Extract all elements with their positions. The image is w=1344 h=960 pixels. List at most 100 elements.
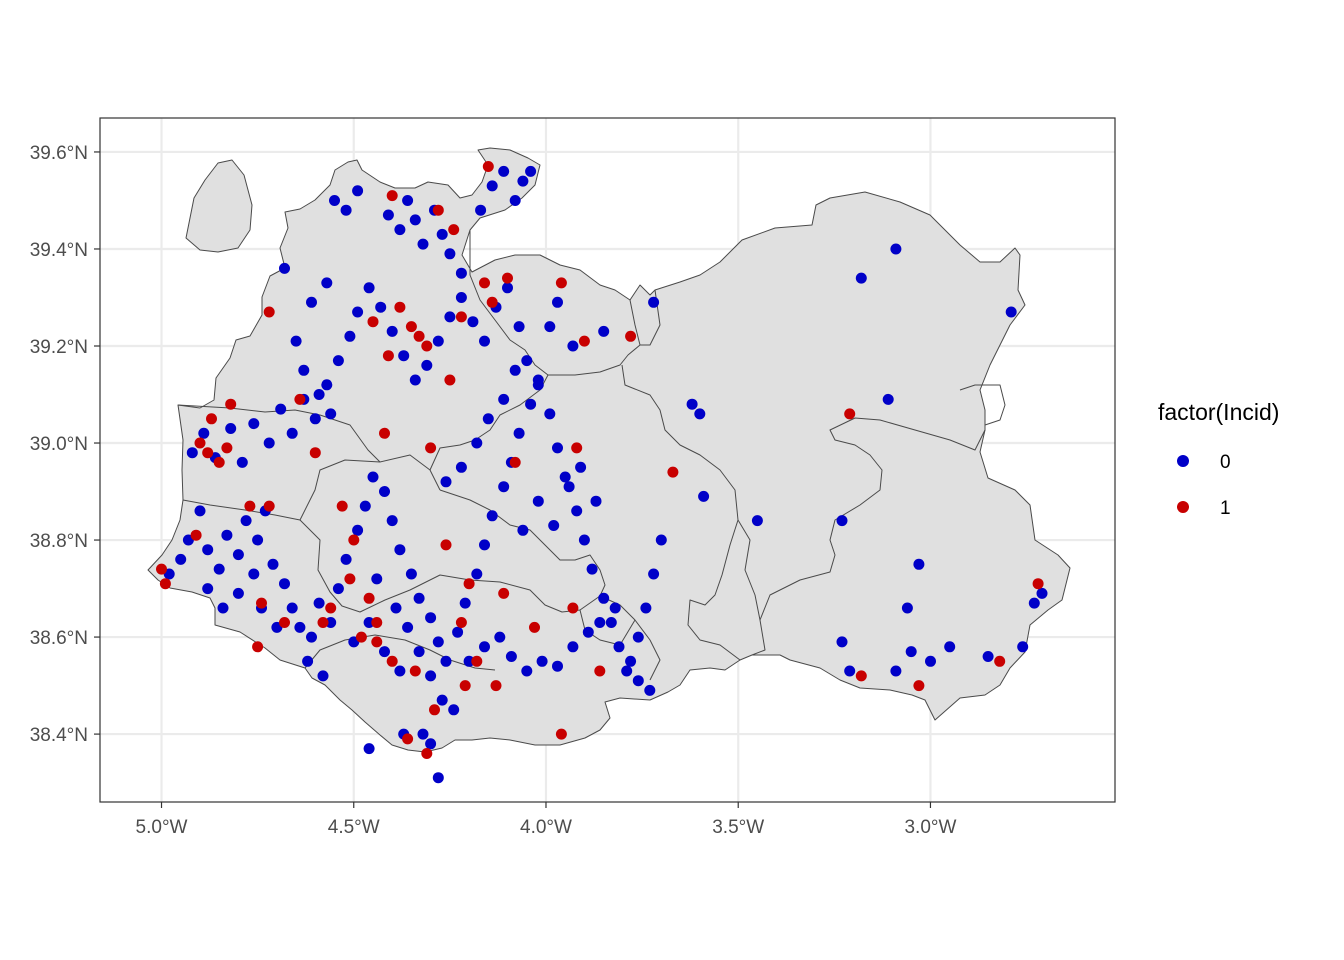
incident-point-0 bbox=[498, 393, 510, 405]
incident-point-0 bbox=[432, 772, 444, 784]
incident-point-0 bbox=[482, 413, 494, 425]
incident-point-1 bbox=[567, 602, 579, 614]
incident-points bbox=[156, 161, 1048, 784]
incident-point-1 bbox=[482, 161, 494, 172]
incident-point-0 bbox=[413, 646, 425, 658]
incident-point-1 bbox=[502, 272, 513, 284]
incident-point-0 bbox=[648, 568, 660, 580]
incident-point-0 bbox=[836, 515, 848, 527]
incident-point-1 bbox=[529, 621, 540, 633]
x-tick-label: 3.0°W bbox=[904, 817, 956, 838]
incident-point-1 bbox=[1032, 578, 1044, 590]
enclave-region bbox=[185, 159, 253, 253]
incident-point-1 bbox=[448, 224, 460, 236]
incident-point-0 bbox=[279, 578, 290, 590]
incident-point-0 bbox=[352, 185, 364, 197]
incident-point-0 bbox=[455, 292, 467, 303]
incident-point-0 bbox=[352, 306, 364, 318]
incident-point-0 bbox=[521, 355, 533, 367]
incident-point-0 bbox=[890, 665, 902, 677]
incident-point-0 bbox=[390, 602, 402, 614]
incident-point-1 bbox=[555, 728, 567, 740]
incident-point-0 bbox=[1028, 597, 1040, 609]
incident-point-1 bbox=[509, 456, 521, 468]
incident-point-0 bbox=[448, 704, 460, 716]
incident-point-0 bbox=[440, 476, 452, 488]
incident-point-0 bbox=[982, 651, 994, 662]
incident-point-0 bbox=[590, 495, 602, 507]
incident-point-1 bbox=[294, 393, 306, 405]
incident-point-1 bbox=[206, 413, 217, 425]
incident-point-0 bbox=[394, 665, 406, 677]
y-tick-label: 38.4°N bbox=[30, 725, 88, 746]
incident-point-0 bbox=[221, 529, 233, 541]
y-tick-label: 39.0°N bbox=[30, 434, 88, 455]
incident-point-0 bbox=[901, 602, 913, 614]
y-tick-label: 38.8°N bbox=[30, 531, 88, 552]
incident-point-1 bbox=[844, 408, 856, 420]
incident-point-0 bbox=[513, 427, 525, 439]
incident-point-0 bbox=[521, 665, 533, 677]
incident-point-1 bbox=[348, 534, 360, 546]
incident-point-0 bbox=[313, 389, 325, 400]
incident-point-1 bbox=[256, 597, 267, 609]
incident-point-0 bbox=[194, 505, 206, 517]
y-axis: 38.4°N 38.6°N 38.8°N 39.0°N 39.2°N 39.4°N 39.6… bbox=[30, 143, 100, 746]
incident-point-0 bbox=[567, 340, 579, 352]
legend-title: factor(Incid) bbox=[1158, 399, 1279, 425]
incident-point-0 bbox=[302, 655, 314, 667]
incident-point-0 bbox=[505, 651, 517, 662]
incident-point-1 bbox=[225, 398, 237, 410]
incident-point-0 bbox=[232, 587, 244, 599]
incident-point-0 bbox=[571, 505, 583, 517]
incident-point-0 bbox=[321, 277, 333, 289]
incident-point-0 bbox=[252, 534, 264, 546]
incident-point-0 bbox=[386, 515, 398, 527]
incident-point-0 bbox=[306, 631, 317, 643]
legend-key-1 bbox=[1177, 501, 1189, 513]
incident-point-0 bbox=[475, 204, 487, 216]
incident-point-0 bbox=[398, 350, 410, 362]
incident-point-0 bbox=[486, 180, 498, 192]
incident-point-0 bbox=[286, 427, 298, 439]
incident-point-1 bbox=[555, 277, 567, 289]
incident-point-0 bbox=[425, 612, 437, 624]
incident-point-0 bbox=[375, 301, 387, 313]
incident-point-1 bbox=[498, 587, 510, 599]
incident-point-0 bbox=[536, 655, 548, 667]
incident-point-0 bbox=[344, 330, 356, 342]
incident-point-0 bbox=[359, 500, 371, 512]
incident-point-0 bbox=[605, 617, 617, 628]
incident-point-0 bbox=[363, 617, 375, 628]
province-map bbox=[147, 147, 1071, 753]
incident-point-0 bbox=[751, 515, 763, 527]
incident-point-1 bbox=[913, 680, 925, 692]
incident-point-0 bbox=[248, 568, 260, 580]
incident-point-0 bbox=[513, 321, 525, 333]
incident-point-1 bbox=[440, 539, 452, 551]
incident-point-0 bbox=[279, 262, 290, 274]
incident-point-0 bbox=[309, 413, 321, 425]
incident-point-1 bbox=[386, 190, 398, 202]
incident-point-0 bbox=[405, 568, 417, 580]
district-border-1 bbox=[177, 404, 381, 463]
incident-point-0 bbox=[409, 374, 421, 386]
incident-point-0 bbox=[186, 447, 198, 459]
incident-point-0 bbox=[313, 597, 325, 609]
incident-point-0 bbox=[544, 408, 556, 420]
legend: factor(Incid) 0 1 bbox=[1158, 399, 1279, 519]
incident-point-0 bbox=[471, 568, 483, 580]
incident-point-1 bbox=[190, 529, 202, 541]
incident-point-1 bbox=[382, 350, 394, 362]
incident-point-1 bbox=[413, 330, 425, 342]
incident-point-0 bbox=[655, 534, 667, 546]
incident-point-0 bbox=[552, 660, 563, 672]
incident-point-0 bbox=[394, 544, 406, 556]
incident-point-1 bbox=[405, 321, 417, 333]
incident-point-0 bbox=[494, 631, 506, 643]
incident-point-1 bbox=[667, 466, 679, 478]
incident-point-0 bbox=[1017, 641, 1029, 653]
incident-point-0 bbox=[632, 675, 644, 687]
incident-point-0 bbox=[509, 195, 521, 206]
